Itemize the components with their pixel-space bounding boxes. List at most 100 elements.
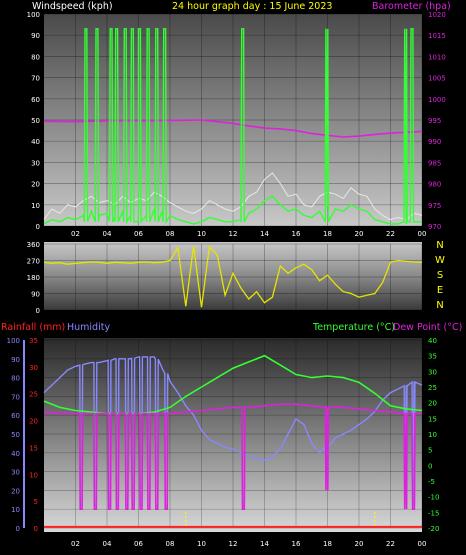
- rainfall-tick-label: 20: [29, 418, 38, 426]
- x-tick-label: 04: [103, 540, 112, 548]
- compass-label: N: [436, 240, 443, 251]
- humidity-tick-label: 30: [11, 469, 20, 477]
- series-direction-line: [43, 245, 423, 308]
- rainfall-tick-label: 25: [29, 391, 38, 399]
- x-tick-label: 08: [166, 230, 175, 238]
- temperature-tick-label: 15: [428, 415, 437, 423]
- x-tick-label: 02: [71, 230, 80, 238]
- x-tick-label: 00: [418, 230, 427, 238]
- series-pressure-line: [43, 119, 423, 138]
- temperature-tick-label: -10: [428, 494, 439, 502]
- x-tick-label: 16: [292, 540, 301, 548]
- compass-label: N: [436, 300, 443, 311]
- wind-x-ticks: 02 04 06 08 10 12 14 16 18 20 22 00: [71, 230, 426, 238]
- barometer-tick-label: 980: [428, 181, 441, 189]
- temperature-tick-label: -15: [428, 509, 439, 517]
- windspeed-tick-label: 0: [36, 223, 40, 231]
- x-tick-label: 14: [260, 230, 269, 238]
- humidity-tick-label: 20: [11, 487, 20, 495]
- x-tick-label: 10: [197, 540, 206, 548]
- x-tick-label: 06: [134, 540, 143, 548]
- direction-tick-label: 90: [31, 291, 40, 299]
- temperature-tick-label: -20: [428, 525, 439, 533]
- windspeed-tick-label: 40: [31, 138, 40, 146]
- rainfall-tick-label: 10: [29, 471, 38, 479]
- rainfall-tick-label: 0: [34, 525, 38, 533]
- windspeed-tick-label: 100: [27, 11, 40, 19]
- temperature-tick-label: 10: [428, 431, 437, 439]
- direction-axis-ticks: 0 90 180 270 360: [27, 241, 40, 315]
- direction-tick-label: 0: [36, 307, 40, 315]
- barometer-tick-label: 995: [428, 117, 441, 125]
- windspeed-axis-ticks: 0 10 20 30 40 50 60 70 80 90 100: [27, 11, 40, 231]
- x-tick-label: 22: [386, 230, 395, 238]
- temperature-tick-label: 40: [428, 337, 437, 345]
- barometer-tick-label: 990: [428, 138, 441, 146]
- rainfall-tick-label: 15: [29, 444, 38, 452]
- series-windspeed-line: [43, 28, 422, 225]
- x-tick-label: 12: [229, 230, 238, 238]
- windspeed-tick-label: 50: [31, 117, 40, 125]
- compass-label: E: [437, 285, 443, 296]
- windspeed-axis-label: Windspeed (kph): [32, 1, 113, 12]
- temperature-axis-label: Temperature (°C): [312, 322, 395, 333]
- x-tick-label: 08: [166, 540, 175, 548]
- x-tick-label: 20: [355, 230, 364, 238]
- direction-grid: [44, 243, 423, 311]
- humidity-tick-label: 90: [11, 356, 20, 364]
- windspeed-tick-label: 20: [31, 181, 40, 189]
- barometer-axis-ticks: 970 975 980 985 990 995 1000 1005 1010 1015 1020: [428, 11, 446, 231]
- temperature-tick-label: 20: [428, 400, 437, 408]
- windspeed-tick-label: 60: [31, 96, 40, 104]
- rainfall-tick-label: 35: [29, 337, 38, 345]
- windspeed-tick-label: 90: [31, 32, 40, 40]
- x-tick-label: 10: [197, 230, 206, 238]
- barometer-tick-label: 1020: [428, 11, 446, 19]
- temperature-axis-ticks: -20 -15 -10 -5 0 5 10 15 20 25 30 35 40: [428, 337, 439, 533]
- x-tick-label: 20: [355, 540, 364, 548]
- windspeed-tick-label: 30: [31, 159, 40, 167]
- humidity-tick-label: 70: [11, 393, 20, 401]
- humidity-tick-label: 40: [11, 450, 20, 458]
- humidity-tick-label: 80: [11, 375, 20, 383]
- humidity-axis-label: Humidity: [67, 322, 110, 333]
- barometer-tick-label: 1000: [428, 96, 446, 104]
- humidity-tick-label: 10: [11, 506, 20, 514]
- x-tick-label: 14: [260, 540, 269, 548]
- series-dewpoint-line: [43, 403, 422, 511]
- barometer-tick-label: 970: [428, 223, 441, 231]
- temperature-tick-label: 35: [428, 353, 437, 361]
- series-humidity-line: [43, 356, 423, 507]
- temperature-tick-label: -5: [428, 478, 435, 486]
- direction-plot-background: [44, 242, 422, 310]
- series-gust-line: [43, 172, 423, 221]
- x-tick-label: 00: [418, 540, 427, 548]
- temperature-tick-label: 0: [428, 462, 432, 470]
- temperature-tick-label: 25: [428, 384, 437, 392]
- barometer-tick-label: 1005: [428, 75, 446, 83]
- rain-humidity-temp-panel: 02 04 06 08 10 12 14 16 18 20 22 00 05101520253035 …: [1, 322, 462, 548]
- temp-plot-background: [44, 338, 422, 532]
- x-tick-label: 04: [103, 230, 112, 238]
- x-tick-label: 02: [71, 540, 80, 548]
- barometer-tick-label: 1015: [428, 32, 446, 40]
- humidity-tick-label: 60: [11, 412, 20, 420]
- compass-label: S: [437, 270, 443, 281]
- direction-tick-label: 360: [27, 241, 40, 249]
- barometer-tick-label: 975: [428, 202, 441, 210]
- rainfall-axis-label: Rainfall (mm): [1, 322, 65, 333]
- x-tick-label: 16: [292, 230, 301, 238]
- temperature-tick-label: 30: [428, 368, 437, 376]
- day-markers: [185, 512, 376, 528]
- rainfall-axis-ticks: 0 5 10 15 20 25 30 35: [29, 337, 38, 533]
- windspeed-tick-label: 70: [31, 75, 40, 83]
- x-tick-label: 18: [323, 230, 332, 238]
- barometer-axis-label: Barometer (hpa): [372, 1, 451, 12]
- temp-x-ticks: 02 04 06 08 10 12 14 16 18 20 22 00: [71, 540, 426, 548]
- temperature-tick-label: 5: [428, 447, 432, 455]
- x-tick-label: 22: [386, 540, 395, 548]
- humidity-tick-label: 100: [7, 337, 20, 345]
